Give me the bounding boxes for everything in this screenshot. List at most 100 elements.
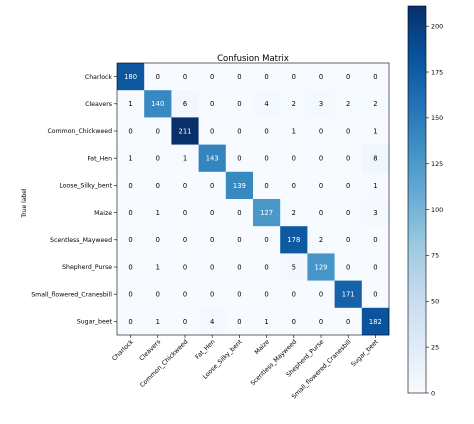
- cell-value: 0: [346, 155, 350, 163]
- y-tick-label: Cleavers: [85, 101, 112, 108]
- heatmap-cell: [171, 171, 199, 200]
- heatmap-cell: [171, 117, 199, 145]
- heatmap-cell: [280, 226, 308, 254]
- cell-value: 0: [237, 209, 241, 217]
- y-tick-label: Charlock: [85, 74, 112, 81]
- cell-value: 0: [128, 236, 132, 244]
- cell-value: 0: [128, 291, 132, 299]
- cell-value: 0: [292, 318, 296, 326]
- heatmap-cell: [253, 63, 281, 91]
- cell-value: 6: [183, 100, 187, 108]
- heatmap-cell: [307, 144, 335, 173]
- cell-value: 0: [210, 291, 214, 299]
- heatmap-cell: [280, 144, 308, 173]
- cell-value: 127: [260, 209, 273, 217]
- colorbar-tick-label: 25: [431, 343, 439, 351]
- x-tick-label: Cleavers: [138, 338, 162, 362]
- heatmap-cell: [225, 280, 254, 309]
- heatmap-cell: [334, 117, 363, 145]
- cell-value: 0: [183, 291, 187, 299]
- heatmap-cell: [117, 90, 145, 118]
- heatmap-cell: [144, 63, 172, 91]
- cell-value: 2: [292, 209, 296, 217]
- cell-value: 0: [210, 100, 214, 108]
- heatmap-cell: [334, 226, 363, 254]
- cell-value: 0: [346, 236, 350, 244]
- cell-value: 0: [292, 73, 296, 81]
- heatmap-cell: [117, 253, 145, 281]
- heatmap-cell: [361, 307, 390, 336]
- cell-value: 0: [156, 182, 160, 190]
- cell-value: 211: [179, 127, 192, 135]
- heatmap-cell: [253, 280, 281, 309]
- heatmap-cell: [198, 63, 227, 91]
- heatmap-cell: [334, 199, 363, 227]
- cell-value: 0: [183, 209, 187, 217]
- heatmap-cell: [171, 90, 199, 118]
- x-tick-label: Sugar_beet: [350, 338, 380, 368]
- heatmap-cell: [171, 226, 199, 254]
- cell-value: 0: [210, 263, 214, 271]
- heatmap-cell: [361, 171, 390, 200]
- heatmap-cell: [361, 226, 390, 254]
- cell-value: 0: [183, 318, 187, 326]
- heatmap-cell: [144, 171, 172, 200]
- cell-value: 1: [183, 155, 187, 163]
- heatmap-cell: [117, 117, 145, 145]
- cell-value: 0: [128, 318, 132, 326]
- heatmap-cell: [253, 171, 281, 200]
- heatmap-cell: [171, 63, 199, 91]
- heatmap-cell: [117, 199, 145, 227]
- cell-value: 129: [315, 263, 328, 271]
- cell-value: 0: [373, 291, 377, 299]
- cell-value: 0: [237, 318, 241, 326]
- heatmap-cell: [225, 226, 254, 254]
- cell-value: 0: [292, 155, 296, 163]
- heatmap-cell: [117, 280, 145, 309]
- cell-value: 0: [264, 236, 268, 244]
- heatmap-cell: [198, 253, 227, 281]
- cell-value: 0: [156, 236, 160, 244]
- cell-value: 0: [319, 318, 323, 326]
- heatmap-cell: [334, 90, 363, 118]
- heatmap-cell: [307, 90, 335, 118]
- plot-frame: [116, 62, 390, 336]
- cell-value: 5: [292, 263, 296, 271]
- cell-value: 0: [237, 291, 241, 299]
- heatmap-cell: [334, 280, 363, 309]
- heatmap-cell: [280, 307, 308, 336]
- cell-value: 0: [183, 73, 187, 81]
- heatmap-cell: [253, 226, 281, 254]
- heatmap-cell: [280, 63, 308, 91]
- cell-value: 0: [128, 209, 132, 217]
- heatmap-cell: [171, 199, 199, 227]
- x-tick-label: Charlock: [111, 338, 135, 362]
- cell-value: 0: [183, 263, 187, 271]
- cell-value: 0: [346, 182, 350, 190]
- cell-value: 0: [319, 209, 323, 217]
- cell-value: 180: [124, 73, 137, 81]
- cell-value: 0: [346, 127, 350, 135]
- cell-value: 1: [156, 209, 160, 217]
- cell-value: 2: [292, 100, 296, 108]
- cell-value: 0: [237, 127, 241, 135]
- colorbar-tick-label: 100: [431, 206, 443, 214]
- heatmap-cell: [253, 199, 281, 227]
- colorbar-tick-label: 150: [431, 114, 443, 122]
- cell-value: 1: [156, 263, 160, 271]
- cell-value: 0: [128, 127, 132, 135]
- cell-value: 0: [264, 182, 268, 190]
- heatmap-cell: [225, 253, 254, 281]
- heatmap-cell: [307, 63, 335, 91]
- heatmap-cell: [361, 253, 390, 281]
- cell-value: 0: [346, 73, 350, 81]
- heatmap-cell: [117, 144, 145, 173]
- heatmap-cell: [225, 117, 254, 145]
- colorbar: [407, 5, 427, 394]
- colorbar-tick-label: 200: [431, 22, 443, 30]
- cell-value: 1: [373, 182, 377, 190]
- cell-value: 0: [346, 318, 350, 326]
- cell-value: 0: [264, 291, 268, 299]
- heatmap-cell: [280, 280, 308, 309]
